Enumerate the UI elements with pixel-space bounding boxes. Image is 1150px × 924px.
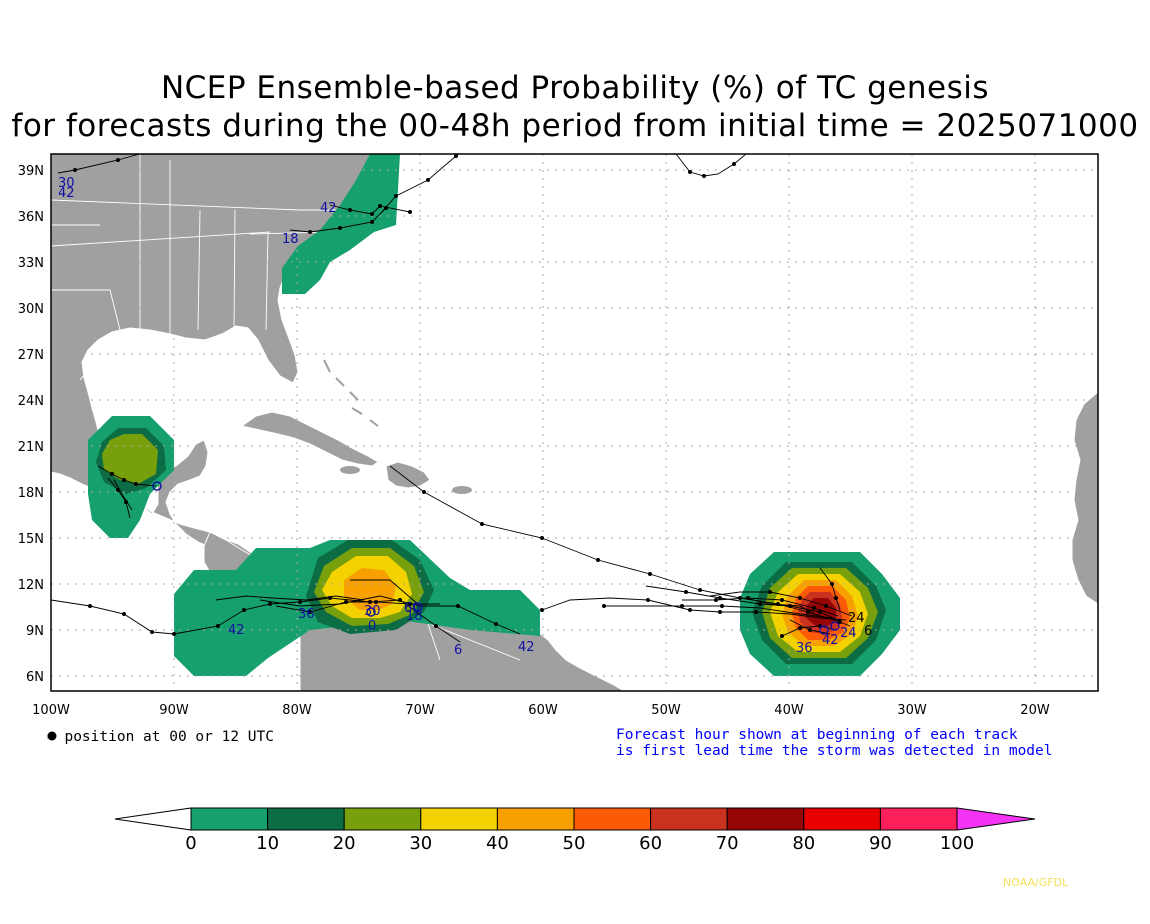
colorbar-swatch [726, 807, 805, 831]
track-label: 30 [364, 604, 381, 619]
bahamas-islands [323, 359, 379, 427]
track-label: 6 [864, 624, 872, 639]
colorbar-swatch [267, 807, 345, 831]
colorbar-swatch [879, 807, 958, 831]
credit-text: NOAA/GFDL [1003, 876, 1069, 889]
track-label: 24 [848, 611, 865, 626]
track-label: 6 [454, 643, 462, 658]
lat-label: 9N [26, 624, 44, 639]
position-legend-text: = position at 00 or 12 UTC [47, 729, 274, 745]
latitude-labels: 39N 36N 33N 30N 27N 24N 21N 18N 15N 12N … [18, 164, 44, 685]
title-line-1: NCEP Ensemble-based Probability (%) of T… [160, 70, 990, 106]
lat-label: 6N [26, 670, 44, 685]
colorbar-tick-label: 0 [185, 833, 196, 854]
genesis-markers [152, 481, 840, 635]
colorbar-swatch [420, 807, 498, 831]
colorbar: 0 10 20 30 40 50 60 70 80 90 100 [114, 807, 1036, 854]
lon-label: 20W [1020, 703, 1050, 718]
colorbar-tick-label: 100 [940, 833, 974, 854]
longitude-labels: 100W 90W 80W 70W 60W 50W 40W 30W 20W [32, 703, 1050, 718]
forecast-note-line-1: Forecast hour shown at beginning of each… [616, 727, 1018, 743]
colorbar-tick-label: 40 [486, 833, 509, 854]
lat-label: 24N [18, 394, 44, 409]
track-label: 42 [58, 186, 75, 201]
track-labels: 30 42 42 18 42 6 42 36 0 6 30 0 18 24 6 … [58, 176, 872, 658]
lat-label: 15N [18, 532, 44, 547]
track-label: 0 [412, 601, 420, 616]
lat-label: 33N [18, 256, 44, 271]
colorbar-swatch [650, 807, 728, 831]
political-boundaries [51, 154, 521, 661]
lon-label: 90W [159, 703, 189, 718]
lat-label: 18N [18, 486, 44, 501]
colorbar-tick-label: 60 [639, 833, 662, 854]
forecast-note-line-2: is first lead time the storm was detecte… [616, 743, 1053, 759]
colorbar-tick-label: 20 [333, 833, 356, 854]
colorbar-tick-label: 30 [409, 833, 432, 854]
puerto-rico-land [452, 486, 472, 494]
lat-label: 36N [18, 210, 44, 225]
lon-label: 50W [651, 703, 681, 718]
lat-label: 39N [18, 164, 44, 179]
track-label: 18 [406, 609, 423, 624]
colorbar-swatch [573, 807, 652, 831]
colorbar-tick-label: 50 [563, 833, 586, 854]
lat-label: 30N [18, 302, 44, 317]
hispaniola-land [385, 461, 431, 489]
colorbar-tick-label: 90 [869, 833, 892, 854]
track-label: 36 [298, 607, 315, 622]
cuba-land [240, 411, 379, 467]
colorbar-tick-label: 70 [716, 833, 739, 854]
colorbar-tick-label: 10 [256, 833, 279, 854]
title-line-2: for forecasts during the 00-48h period f… [11, 108, 1139, 144]
lon-label: 60W [528, 703, 558, 718]
lat-label: 12N [18, 578, 44, 593]
track-position-dots [73, 154, 842, 638]
track-label: 42 [320, 201, 337, 216]
colorbar-low-arrow [114, 807, 192, 831]
track-label: 42 [822, 633, 839, 648]
track-label: 6 [404, 601, 412, 616]
africa-land [1071, 391, 1098, 605]
map-frame [50, 153, 1099, 692]
lat-label: 21N [18, 440, 44, 455]
colorbar-high-arrow [956, 807, 1036, 831]
lon-label: 40W [774, 703, 804, 718]
track-label: 0 [368, 619, 376, 634]
colorbar-swatch [343, 807, 422, 831]
track-label: 42 [228, 623, 245, 638]
position-dot-legend-icon [47, 731, 57, 741]
track-label: 42 [518, 640, 535, 655]
jamaica-land [340, 466, 360, 474]
colorbar-swatch [496, 807, 575, 831]
lat-label: 27N [18, 348, 44, 363]
colorbar-swatch [803, 807, 881, 831]
lon-label: 100W [32, 703, 70, 718]
lat-lon-grid [51, 154, 1098, 691]
probability-shading [88, 154, 900, 676]
track-label: 36 [796, 641, 813, 656]
colorbar-swatch [190, 807, 269, 831]
track-label: 30 [58, 176, 75, 191]
lon-label: 70W [405, 703, 435, 718]
track-label: 18 [282, 232, 299, 247]
lon-label: 80W [282, 703, 312, 718]
track-label: 24 [840, 626, 857, 641]
lon-label: 30W [897, 703, 927, 718]
colorbar-tick-label: 80 [792, 833, 815, 854]
